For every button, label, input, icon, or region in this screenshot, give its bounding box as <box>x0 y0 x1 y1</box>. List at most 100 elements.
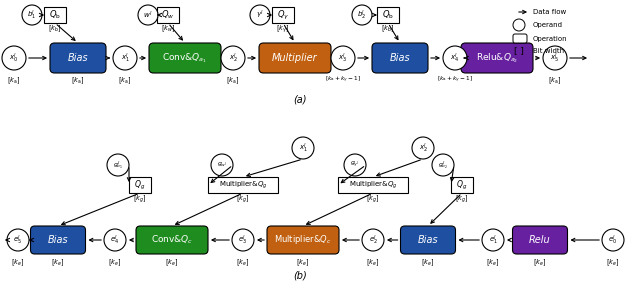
Circle shape <box>22 5 42 25</box>
Text: $x_5^l$: $x_5^l$ <box>550 51 559 65</box>
Text: $[k_e]$: $[k_e]$ <box>421 257 435 268</box>
Circle shape <box>543 46 567 70</box>
Text: [ ]: [ ] <box>514 46 524 56</box>
Text: Bias: Bias <box>68 53 88 63</box>
Bar <box>338 177 408 193</box>
FancyBboxPatch shape <box>461 43 533 73</box>
Text: $b_2^l$: $b_2^l$ <box>358 8 367 22</box>
Text: Multiplier&$Q_c$: Multiplier&$Q_c$ <box>275 234 332 247</box>
Text: $e_2^l$: $e_2^l$ <box>369 233 378 247</box>
Text: $[k_e]$: $[k_e]$ <box>108 257 122 268</box>
Text: $[k_e]$: $[k_e]$ <box>366 257 380 268</box>
Circle shape <box>412 137 434 159</box>
Bar <box>157 7 179 23</box>
Text: $[k_\mathrm{a}+k_\gamma-1]$: $[k_\mathrm{a}+k_\gamma-1]$ <box>437 75 473 85</box>
Text: $[k_\mathrm{a}+k_\gamma-1]$: $[k_\mathrm{a}+k_\gamma-1]$ <box>325 75 361 85</box>
Text: Bias: Bias <box>418 235 438 245</box>
Text: $Q_\gamma$: $Q_\gamma$ <box>277 8 289 22</box>
Circle shape <box>513 19 525 31</box>
Text: $[k_e]$: $[k_e]$ <box>12 257 25 268</box>
Circle shape <box>7 229 29 251</box>
Text: $w^l$: $w^l$ <box>143 9 153 21</box>
Text: $g_{b_1}^l$: $g_{b_1}^l$ <box>113 159 123 171</box>
Text: $x_4^l$: $x_4^l$ <box>451 51 460 65</box>
Text: $g_{\gamma^l}$: $g_{\gamma^l}$ <box>350 160 360 170</box>
Circle shape <box>344 154 366 176</box>
Text: $[k_e]$: $[k_e]$ <box>533 257 547 268</box>
Circle shape <box>104 229 126 251</box>
Text: Relu&$Q_{a_2}$: Relu&$Q_{a_2}$ <box>476 51 518 65</box>
FancyBboxPatch shape <box>267 226 339 254</box>
Circle shape <box>211 154 233 176</box>
Text: $[k_\mathrm{a}]$: $[k_\mathrm{a}]$ <box>7 75 20 86</box>
Text: $\gamma^l$: $\gamma^l$ <box>256 9 264 21</box>
Text: $Q_\mathrm{b}$: $Q_\mathrm{b}$ <box>49 9 61 21</box>
Circle shape <box>352 5 372 25</box>
Text: $x_1^l$: $x_1^l$ <box>298 141 307 155</box>
Text: $x_2^l$: $x_2^l$ <box>419 141 428 155</box>
Text: $[k_\gamma]$: $[k_\gamma]$ <box>276 24 290 35</box>
Circle shape <box>443 46 467 70</box>
Text: $e_1^l$: $e_1^l$ <box>488 233 497 247</box>
Text: Data flow: Data flow <box>533 9 566 15</box>
Circle shape <box>362 229 384 251</box>
FancyBboxPatch shape <box>31 226 86 254</box>
Text: $Q_g$: $Q_g$ <box>456 179 468 192</box>
Text: $[k_e]$: $[k_e]$ <box>51 257 65 268</box>
Text: $[k_e]$: $[k_e]$ <box>296 257 310 268</box>
Circle shape <box>482 229 504 251</box>
Text: $e_3^l$: $e_3^l$ <box>239 233 248 247</box>
Text: $e_0^l$: $e_0^l$ <box>609 233 618 247</box>
Circle shape <box>292 137 314 159</box>
Text: $[k_\mathrm{a}]$: $[k_\mathrm{a}]$ <box>548 75 562 86</box>
Text: Operand: Operand <box>533 22 563 28</box>
Bar <box>129 177 151 193</box>
Text: $[k_\mathrm{b}]$: $[k_\mathrm{b}]$ <box>48 24 62 35</box>
Circle shape <box>2 46 26 70</box>
Text: $[k_g]$: $[k_g]$ <box>366 194 380 205</box>
FancyBboxPatch shape <box>401 226 456 254</box>
Text: $x_0^l$: $x_0^l$ <box>10 51 19 65</box>
Text: Multiplier&$Q_g$: Multiplier&$Q_g$ <box>219 179 268 191</box>
Circle shape <box>107 154 129 176</box>
Circle shape <box>113 46 137 70</box>
Text: $e_4^l$: $e_4^l$ <box>111 233 120 247</box>
FancyBboxPatch shape <box>149 43 221 73</box>
Text: $x_2^l$: $x_2^l$ <box>228 51 237 65</box>
FancyBboxPatch shape <box>513 226 568 254</box>
Text: Conv&$Q_{a_1}$: Conv&$Q_{a_1}$ <box>163 51 207 65</box>
FancyBboxPatch shape <box>50 43 106 73</box>
Text: Bias: Bias <box>48 235 68 245</box>
Text: $x_3^l$: $x_3^l$ <box>339 51 348 65</box>
Text: (b): (b) <box>293 271 307 281</box>
Circle shape <box>602 229 624 251</box>
Circle shape <box>432 154 454 176</box>
Text: $[k_w]$: $[k_w]$ <box>161 24 175 35</box>
Bar <box>451 177 473 193</box>
Text: $[k_e]$: $[k_e]$ <box>236 257 250 268</box>
Text: $g_{w^l}$: $g_{w^l}$ <box>217 160 227 170</box>
Text: $[k_e]$: $[k_e]$ <box>165 257 179 268</box>
Text: $[k_g]$: $[k_g]$ <box>133 194 147 205</box>
Circle shape <box>250 5 270 25</box>
Text: $Q_g$: $Q_g$ <box>134 179 146 192</box>
FancyBboxPatch shape <box>136 226 208 254</box>
FancyBboxPatch shape <box>259 43 331 73</box>
Text: Relu: Relu <box>529 235 551 245</box>
Text: $Q_w$: $Q_w$ <box>161 9 175 21</box>
Text: $[k_\mathrm{a}]$: $[k_\mathrm{a}]$ <box>71 75 84 86</box>
Text: Operation: Operation <box>533 36 568 42</box>
Text: $[k_\mathrm{b}]$: $[k_\mathrm{b}]$ <box>381 24 395 35</box>
Circle shape <box>331 46 355 70</box>
Text: $e_5^l$: $e_5^l$ <box>13 233 22 247</box>
Text: $[k_e]$: $[k_e]$ <box>606 257 620 268</box>
Bar <box>208 177 278 193</box>
Text: $[k_\mathrm{a}]$: $[k_\mathrm{a}]$ <box>227 75 240 86</box>
Text: (a): (a) <box>293 95 307 105</box>
Text: $Q_\mathrm{b}$: $Q_\mathrm{b}$ <box>382 9 394 21</box>
Text: $[k_\mathrm{a}]$: $[k_\mathrm{a}]$ <box>118 75 132 86</box>
Text: $[k_g]$: $[k_g]$ <box>236 194 250 205</box>
Text: Bias: Bias <box>390 53 410 63</box>
Circle shape <box>221 46 245 70</box>
Text: $[k_g]$: $[k_g]$ <box>455 194 468 205</box>
